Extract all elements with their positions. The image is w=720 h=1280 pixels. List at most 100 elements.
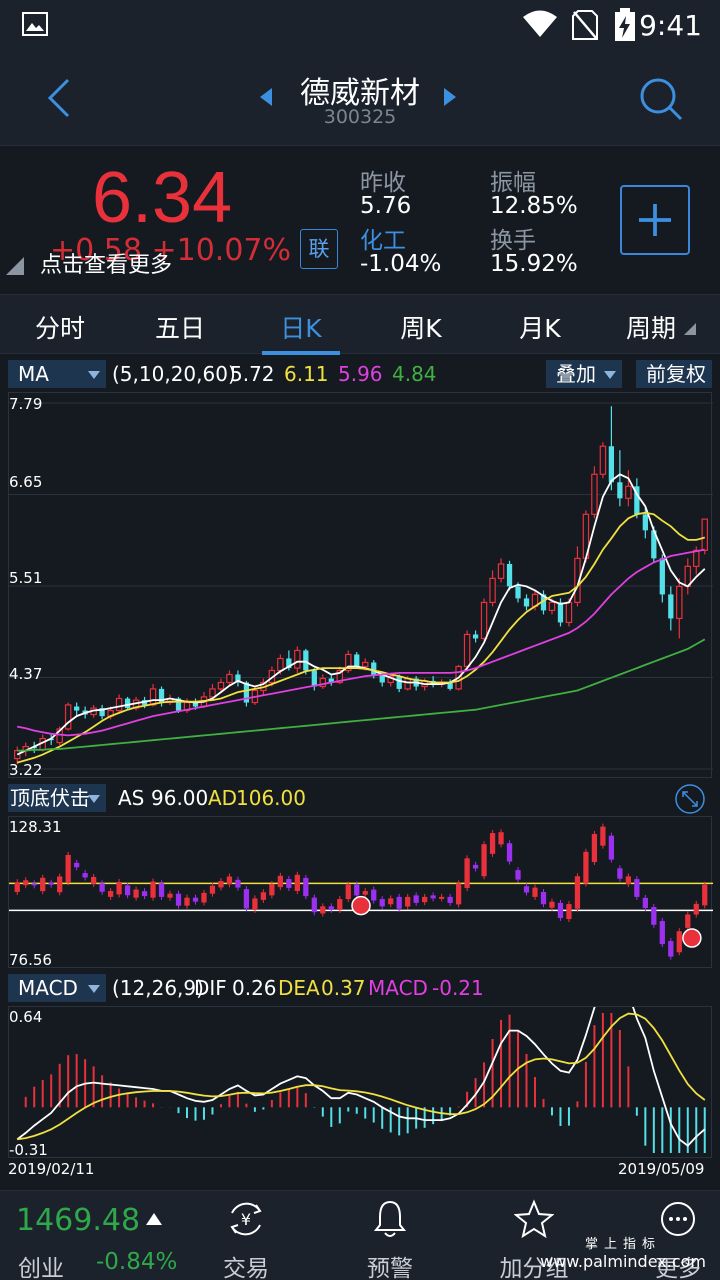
candle-body [336,669,344,684]
back-icon[interactable] [40,76,80,120]
add-group-button[interactable]: 加分组 [474,1199,594,1280]
adjust-button[interactable]: 前复权 [636,360,712,388]
corner-triangle-icon [6,257,24,275]
oscillator-bar [557,902,564,918]
linked-button[interactable]: 联 [300,229,338,269]
price-chart[interactable]: 7.79 6.65 5.51 4.37 3.22 [8,392,713,779]
oscillator-bar [405,896,411,907]
stock-code: 300325 [323,106,397,128]
oscillator-bar [345,884,351,900]
tab-five-day[interactable]: 五日 [154,314,205,343]
oscillator-bar [583,851,589,884]
price-axis-label: 7.79 [9,395,43,413]
ma-select[interactable]: MA [8,360,106,388]
index-value[interactable]: 1469.48 [16,1203,141,1238]
oscillator-bar [14,882,20,892]
oscillator-bar [396,896,402,909]
candlestick-chart[interactable] [9,393,713,779]
oscillator-bar [388,898,394,905]
oscillator-bar [422,896,428,903]
overlay-select[interactable]: 叠加 [546,360,622,388]
oscillator-bar [269,883,275,896]
candle-body [540,594,547,611]
prev-close-label: 昨收 [360,170,406,196]
next-stock-icon[interactable] [440,86,460,108]
sub-indicator-chart[interactable]: 128.31 76.56 [8,816,713,969]
tab-intraday[interactable]: 分时 [34,314,85,343]
candle-body [515,586,521,599]
candle-body [277,657,284,672]
tab-daily-k[interactable]: 日K [280,314,322,343]
sector-label[interactable]: 化工 [360,228,406,254]
candle-body [217,681,225,690]
ma20-value: 5.96 [338,362,383,386]
period-dropdown-icon[interactable] [684,323,696,335]
candle-body [625,485,632,499]
oscillator-bar [158,883,165,897]
more-button[interactable]: 更多 [618,1199,720,1280]
sub-indicator-select[interactable]: 顶底伏击 [8,784,106,812]
expand-icon[interactable] [674,783,706,815]
tab-monthly-k[interactable]: 月K [519,314,561,343]
oscillator-bar [693,903,699,915]
view-more-tip[interactable]: 点击查看更多 [40,253,173,278]
quote-panel[interactable]: 6.34 +0.58 +10.07% 点击查看更多 联 昨收 5.76 化工 -… [0,147,720,293]
start-date: 2019/02/11 [8,1160,95,1178]
ad-value: 106.00 [236,786,306,810]
index-expand-icon[interactable] [146,1213,162,1225]
price-axis-label: 5.51 [9,569,43,587]
candle-body [209,688,216,698]
tab-weekly-k[interactable]: 周K [400,314,442,343]
turnover-value: 15.92% [490,251,578,277]
battery-charging-icon [615,8,635,41]
candle-body [472,634,479,639]
oscillator-bar [481,844,487,877]
candle-body [115,697,123,712]
macd-chart[interactable]: 0.64 -0.31 [8,1006,713,1159]
oscillator-bar [676,931,682,953]
candle-body [56,728,63,744]
trade-label: 交易 [223,1256,269,1280]
candle-body [64,704,72,730]
oscillator-bar [320,906,326,914]
oscillator-bar [447,896,453,903]
alert-button[interactable]: 预警 [330,1199,450,1280]
sub-indicator-plot[interactable] [9,817,713,969]
oscillator-bar [702,884,708,906]
add-watchlist-button[interactable] [620,185,690,255]
macd-axis-bottom: -0.31 [9,1141,48,1159]
macd-params: (12,26,9) [112,976,204,1000]
oscillator-bar [608,835,615,860]
active-tab-indicator [262,351,340,355]
oscillator-bar [286,879,292,888]
end-date: 2019/05/09 [618,1160,705,1178]
candle-body [480,601,488,640]
candle-body [497,563,505,579]
sub-indicator-label: 顶底伏击 [10,786,90,810]
ma-params: (5,10,20,60) [112,362,236,386]
candle-body [345,653,352,672]
oscillator-bar [371,889,377,901]
macd-plot[interactable] [9,1007,713,1159]
turnover-label: 换手 [490,228,536,254]
candle-body [319,677,327,688]
previous-stock-icon[interactable] [256,86,276,108]
oscillator-bar [354,884,360,896]
oscillator-bar [651,907,657,925]
tab-period[interactable]: 周期 [625,314,676,343]
trade-button[interactable]: ¥ 交易 [186,1199,306,1280]
dif-line [16,1007,706,1147]
bell-icon [373,1200,407,1237]
candle-body [557,602,564,623]
oscillator-bar [243,889,250,909]
sub-axis-top: 128.31 [9,818,62,836]
oscillator-bar [167,893,173,898]
oscillator-bar [625,876,631,885]
chevron-down-icon [88,795,100,803]
oscillator-bar [685,914,691,928]
candle-body [226,673,233,684]
oscillator-bar [65,854,71,883]
oscillator-bar [48,882,54,885]
macd-select[interactable]: MACD [8,974,106,1002]
search-icon[interactable] [638,76,684,122]
